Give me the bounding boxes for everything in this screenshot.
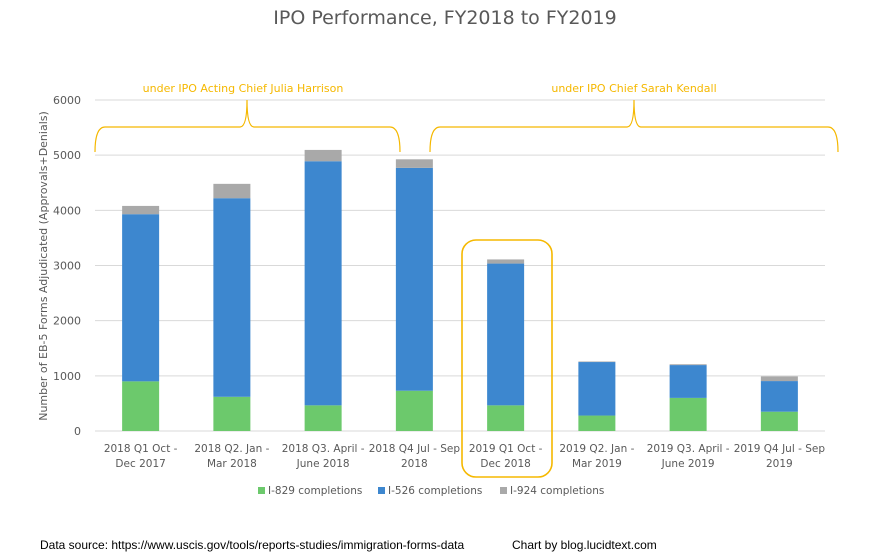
bar-segment-i-829 bbox=[395, 390, 433, 431]
bar-segment-i-924 bbox=[760, 376, 798, 382]
y-tick-label: 2000 bbox=[53, 315, 81, 328]
x-tick-label: 2019 Q3. April - bbox=[647, 443, 730, 455]
legend-label: I-924 completions bbox=[510, 485, 604, 497]
y-tick-label: 6000 bbox=[53, 94, 81, 107]
highlight-box bbox=[461, 239, 553, 478]
bar-segment-i-829 bbox=[669, 397, 707, 431]
x-tick-label: Dec 2017 bbox=[115, 458, 165, 470]
brace-right bbox=[429, 99, 839, 153]
x-tick-label: 2018 Q3. April - bbox=[282, 443, 365, 455]
bar-segment-i-829 bbox=[122, 381, 160, 431]
bar-segment-i-924 bbox=[122, 205, 160, 215]
legend-swatch bbox=[378, 487, 385, 494]
bar-segment-i-829 bbox=[213, 396, 251, 431]
bar-segment-i-829 bbox=[487, 405, 525, 431]
y-tick-label: 4000 bbox=[53, 204, 81, 217]
y-tick-label: 5000 bbox=[53, 149, 81, 162]
bar-segment-i-526 bbox=[578, 362, 616, 416]
bar-segment-i-924 bbox=[304, 149, 342, 162]
legend-label: I-829 completions bbox=[268, 485, 362, 497]
bar-segment-i-829 bbox=[760, 411, 798, 431]
bar-segment-i-924 bbox=[213, 183, 251, 199]
x-tick-label: June 2018 bbox=[296, 458, 350, 470]
x-tick-label: 2019 Q4 Jul - Sep bbox=[734, 443, 826, 455]
bar-segment-i-526 bbox=[760, 381, 798, 412]
legend-label: I-526 completions bbox=[388, 485, 482, 497]
y-tick-label: 0 bbox=[74, 425, 81, 438]
x-tick-label: 2018 Q2. Jan - bbox=[194, 443, 269, 455]
y-tick-label: 3000 bbox=[53, 260, 81, 273]
bar-segment-i-829 bbox=[304, 405, 342, 431]
bar-segment-i-526 bbox=[304, 161, 342, 406]
bar-segment-i-924 bbox=[578, 361, 616, 363]
stacked-bar-chart: IPO Performance, FY2018 to FY2019 0 1000 2… bbox=[37, 7, 839, 497]
x-tick-label: Dec 2018 bbox=[480, 458, 530, 470]
legend-swatch bbox=[258, 487, 265, 494]
bar-segment-i-526 bbox=[395, 167, 433, 391]
bar-segment-i-924 bbox=[487, 259, 525, 264]
x-tick-label: 2019 bbox=[766, 458, 793, 470]
chart-title: IPO Performance, FY2018 to FY2019 bbox=[273, 7, 616, 29]
bar-segment-i-526 bbox=[122, 214, 160, 382]
brace-left bbox=[94, 99, 401, 153]
brace-left-label: under IPO Acting Chief Julia Harrison bbox=[143, 82, 344, 95]
x-tick-label: Mar 2018 bbox=[207, 458, 257, 470]
x-tick-label: 2018 Q1 Oct - bbox=[104, 443, 178, 455]
brace-right-label: under IPO Chief Sarah Kendall bbox=[551, 82, 716, 95]
x-tick-label: 2018 Q4 Jul - Sep bbox=[369, 443, 461, 455]
x-tick-label: Mar 2019 bbox=[572, 458, 622, 470]
bar-segment-i-924 bbox=[395, 159, 433, 168]
legend-swatch bbox=[500, 487, 507, 494]
x-tick-label: 2019 Q1 Oct - bbox=[469, 443, 543, 455]
x-tick-label: 2019 Q2. Jan - bbox=[559, 443, 634, 455]
x-tick-label: June 2019 bbox=[661, 458, 715, 470]
x-tick-label: 2018 bbox=[401, 458, 428, 470]
y-tick-label: 1000 bbox=[53, 370, 81, 383]
bar-segment-i-829 bbox=[578, 415, 616, 431]
y-axis-label: Number of EB-5 Forms Adjudicated (Approv… bbox=[37, 111, 50, 421]
bar-segment-i-526 bbox=[487, 263, 525, 406]
bar-segment-i-526 bbox=[213, 198, 251, 397]
bar-segment-i-526 bbox=[669, 365, 707, 398]
bar-segment-i-924 bbox=[669, 364, 707, 366]
chart-credit: Chart by blog.lucidtext.com bbox=[512, 538, 657, 552]
data-source: Data source: https://www.uscis.gov/tools… bbox=[40, 538, 465, 552]
